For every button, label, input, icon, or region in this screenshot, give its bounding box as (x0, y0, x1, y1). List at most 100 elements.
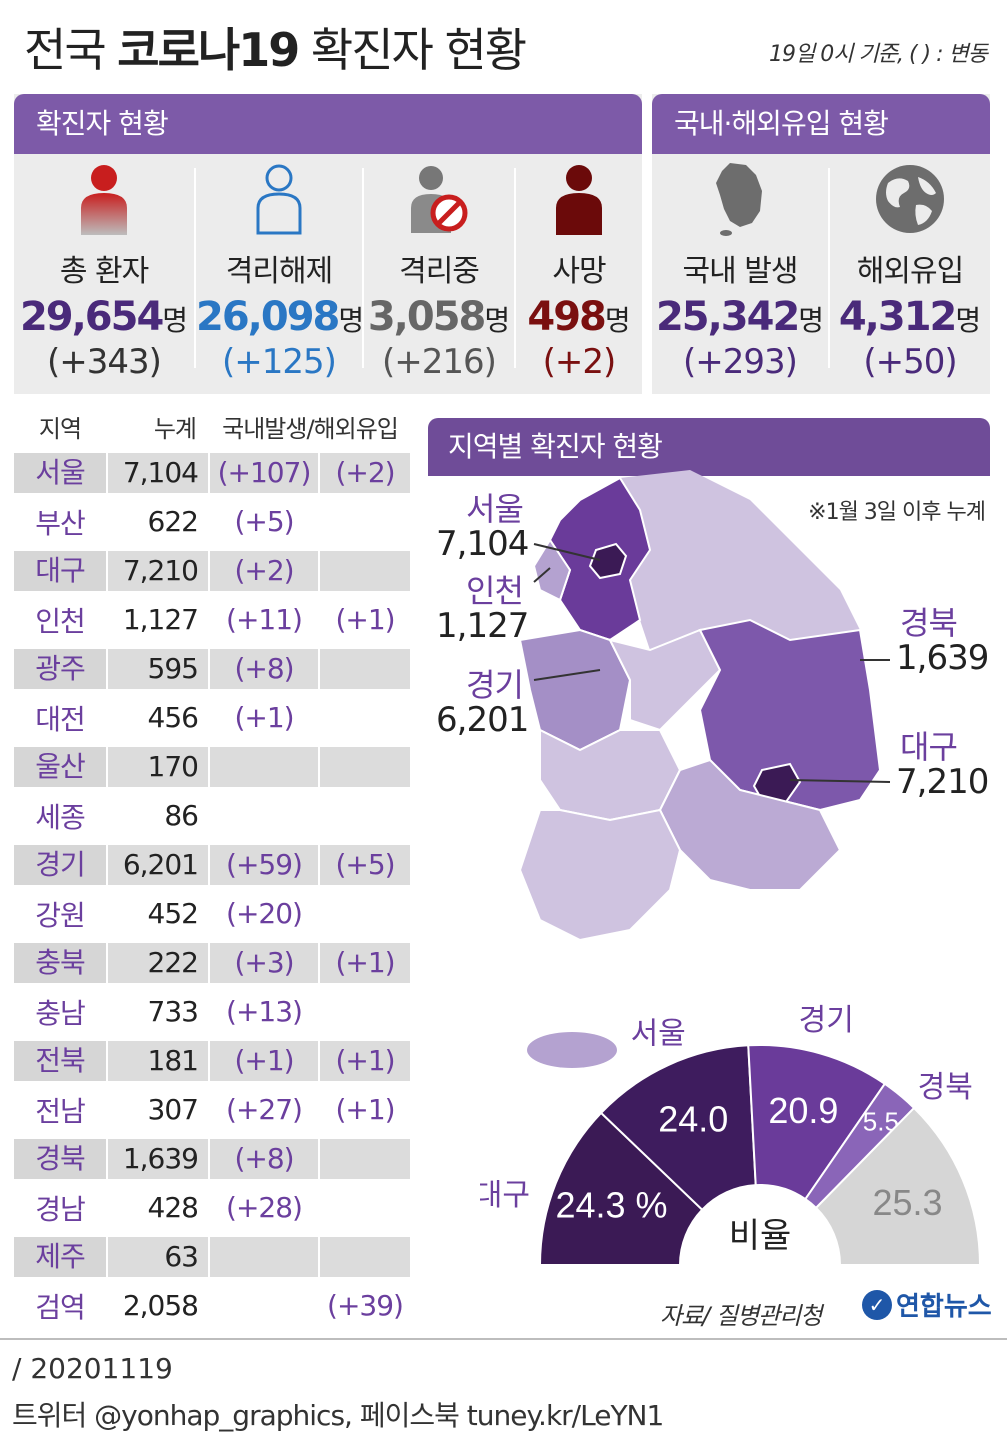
cell-region: 서울 (14, 452, 106, 493)
map-region-seoul (588, 542, 628, 580)
cell-region: 제주 (14, 1236, 106, 1277)
regional-table: 지역 누계 국내발생/해외유입 서울 7,104 (+107) (+2) 부산 622 (+… (14, 404, 414, 1330)
chart-value-label: 24.0 (658, 1099, 728, 1140)
cell-total: 222 (108, 942, 208, 983)
stat-domestic: 국내 발생 25,342명 (+293) (652, 154, 828, 394)
chart-slice (599, 1044, 757, 1212)
title-bold: 코로나19 (117, 23, 300, 77)
table-row: 인천 1,127 (+11) (+1) (14, 595, 414, 644)
table-row: 세종 86 (14, 791, 414, 840)
stat-released: 격리해제 26,098명 (+125) (196, 154, 365, 394)
table-row: 제주 63 (14, 1232, 414, 1281)
callout-gyeonggi-value: 6,201 (436, 700, 529, 740)
callout-daegu-value: 7,210 (896, 762, 989, 802)
table-header: 지역 누계 국내발생/해외유입 (14, 404, 414, 448)
stat-overseas-value: 4,312명 (838, 294, 982, 340)
stat-isolated: 격리중 3,058명 (+216) (364, 154, 514, 394)
header-total: 누계 (153, 414, 197, 443)
cell-gap (208, 1286, 210, 1326)
map-region-jeju (527, 1032, 617, 1068)
cell-total: 86 (164, 799, 199, 832)
cell-region: 인천 (35, 604, 86, 638)
cell-overseas (320, 648, 410, 689)
cell-region: 경북 (14, 1138, 106, 1179)
table-row: 충남 733 (+13) (14, 987, 414, 1036)
divider (514, 168, 516, 368)
chart-value-label: 20.9 (768, 1090, 838, 1131)
cell-domestic: (+28) (226, 1191, 303, 1224)
stat-total-value: 29,654명 (19, 294, 189, 340)
divider (362, 168, 364, 368)
cell-domestic: (+5) (234, 505, 294, 538)
cell-gap (318, 992, 320, 1032)
cell-domestic: (+13) (226, 995, 303, 1028)
person-outline-icon (196, 160, 362, 238)
cell-overseas (320, 1138, 410, 1179)
map-region-jeonbuk (539, 728, 682, 822)
stat-isolated-value: 3,058명 (367, 294, 511, 340)
callout-daegu-name: 대구 (900, 728, 958, 766)
globe-icon (830, 160, 990, 238)
divider (194, 168, 196, 368)
stat-deaths-value: 498명 (527, 294, 631, 340)
stat-released-change: (+125) (222, 342, 337, 382)
stat-domestic-value: 25,342명 (655, 294, 825, 340)
cell-region: 경남 (35, 1192, 86, 1226)
cell-overseas: (+5) (320, 844, 410, 885)
cell-domestic: (+59) (210, 844, 318, 885)
cell-gap (318, 502, 320, 542)
leader-line-incheon (533, 567, 551, 583)
cell-region: 전남 (35, 1094, 86, 1128)
callout-gyeongbuk-name: 경북 (900, 604, 958, 642)
leader-line-gyeonggi (533, 669, 601, 681)
table-row: 전북 181 (+1) (+1) (14, 1036, 414, 1085)
cell-gap (208, 796, 210, 836)
footer-divider (0, 1338, 1007, 1340)
table-row: 광주 595 (+8) (14, 644, 414, 693)
stat-overseas-change: (+50) (863, 342, 957, 382)
stat-released-value: 26,098명 (196, 294, 365, 340)
table-body: 서울 7,104 (+107) (+2) 부산 622 (+5) 대구 7,210 (+2) 인천 1… (14, 448, 414, 1330)
chart-label-daegu: 대구 (480, 1179, 530, 1212)
stat-total: 총 환자 29,654명 (+343) (14, 154, 194, 394)
cell-gap (318, 1188, 320, 1228)
chart-title: 비율 (729, 1217, 792, 1255)
stat-deaths: 사망 498명 (+2) (516, 154, 642, 394)
cell-region: 광주 (14, 648, 106, 689)
stat-isolated-label: 격리중 (399, 254, 480, 289)
divider (828, 168, 830, 368)
cases-panel: 확진자 현황 총 환자 29,654명 (+343) 격리해제 26,098명 … (14, 94, 642, 394)
cell-domestic: (+20) (226, 897, 303, 930)
cell-region: 강원 (35, 898, 86, 932)
header-region: 지역 (38, 414, 82, 443)
map-region-gangwon (620, 470, 860, 650)
cell-domestic (210, 746, 318, 787)
table-row: 경남 428 (+28) (14, 1183, 414, 1232)
import-panel: 국내·해외유입 현황 국내 발생 25,342명 (+293) 해외유입 4,3… (652, 94, 990, 394)
cell-domestic: (+11) (226, 603, 303, 636)
table-row: 대전 456 (+1) (14, 693, 414, 742)
table-row: 강원 452 (+20) (14, 889, 414, 938)
cell-region: 경기 (14, 844, 106, 885)
cell-region: 충북 (14, 942, 106, 983)
table-row: 경북 1,639 (+8) (14, 1134, 414, 1183)
cases-panel-header: 확진자 현황 (14, 94, 642, 154)
cell-total: 2,058 (122, 1289, 199, 1322)
cell-region: 대전 (35, 702, 86, 736)
chart-slice (538, 1111, 704, 1266)
cell-total: 307 (147, 1093, 199, 1126)
person-icon (14, 160, 194, 238)
import-panel-header: 국내·해외유입 현황 (652, 94, 990, 154)
cell-total: 181 (108, 1040, 208, 1081)
cell-domestic: (+1) (210, 1040, 318, 1081)
cell-overseas: (+1) (335, 1093, 395, 1126)
title-suffix: 확진자 현황 (298, 23, 527, 77)
cell-region: 울산 (14, 746, 106, 787)
stat-total-change: (+343) (47, 342, 162, 382)
callout-gyeongbuk-value: 1,639 (896, 638, 989, 678)
cell-total: 456 (147, 701, 199, 734)
table-row: 서울 7,104 (+107) (+2) (14, 448, 414, 497)
table-row: 경기 6,201 (+59) (+5) (14, 840, 414, 889)
table-row: 부산 622 (+5) (14, 497, 414, 546)
